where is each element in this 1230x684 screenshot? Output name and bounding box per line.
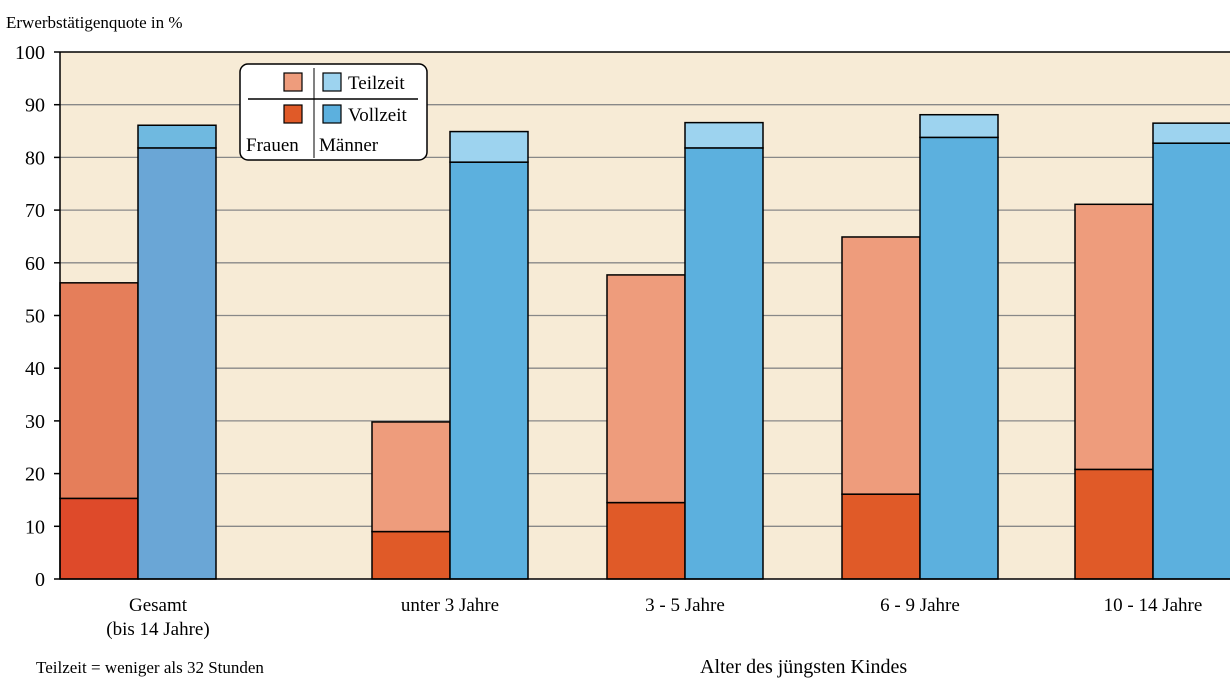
bar-gesamt-frauen-vollzeit (59, 497, 139, 580)
category-label-6-9: 6 - 9 Jahre (880, 595, 960, 616)
bar-3-5-maenner-teilzeit (684, 121, 764, 149)
y-tick-labels: 0 10 20 30 40 50 60 70 80 90 100 (15, 42, 60, 591)
bar-unter-3-maenner-vollzeit (449, 161, 529, 580)
bar-10-14-maenner-vollzeit (1152, 142, 1230, 580)
x-axis-label: Alter des jüngsten Kindes (700, 656, 908, 678)
bar-3-5-frauen-vollzeit (606, 501, 686, 580)
legend-label-vollzeit: Vollzeit (348, 105, 407, 126)
bar-10-14-frauen-vollzeit (1074, 468, 1154, 580)
bar-gesamt-maenner-teilzeit (137, 124, 217, 149)
footnote: Teilzeit = weniger als 32 Stunden (36, 658, 264, 677)
legend-label-maenner: Männer (319, 135, 379, 156)
bars (59, 113, 1230, 580)
y-tick-label-30: 30 (25, 411, 45, 433)
y-tick-label-10: 10 (25, 516, 45, 538)
bar-6-9-frauen-teilzeit (841, 236, 921, 495)
bar-unter-3-frauen-teilzeit (371, 421, 451, 533)
legend-label-frauen: Frauen (246, 135, 299, 156)
bar-10-14-frauen-teilzeit (1074, 203, 1154, 471)
y-tick-label-90: 90 (25, 95, 45, 117)
y-tick-label-80: 80 (25, 147, 45, 169)
bar-3-5-frauen-teilzeit (606, 274, 686, 504)
y-tick-label-50: 50 (25, 306, 45, 328)
legend-swatch-frauen-teilzeit (283, 72, 303, 92)
legend-swatch-maenner-vollzeit (322, 104, 342, 124)
legend: Teilzeit Vollzeit Frauen Männer (239, 63, 428, 161)
bar-6-9-maenner-vollzeit (919, 136, 999, 580)
category-label-gesamt-line2: (bis 14 Jahre) (106, 619, 210, 640)
y-tick-label-60: 60 (25, 253, 45, 275)
bar-gesamt-frauen-teilzeit (59, 282, 139, 500)
bar-6-9-frauen-vollzeit (841, 493, 921, 580)
y-tick-label-20: 20 (25, 464, 45, 486)
legend-swatch-frauen-vollzeit (283, 104, 303, 124)
y-tick-label-40: 40 (25, 358, 45, 380)
y-tick-label-70: 70 (25, 200, 45, 222)
legend-label-teilzeit: Teilzeit (348, 73, 405, 94)
y-tick-label-0: 0 (35, 569, 45, 591)
category-label-gesamt: Gesamt (bis 14 Jahre) (78, 594, 238, 642)
y-tick-label-100: 100 (15, 42, 45, 64)
bar-10-14-maenner-teilzeit (1152, 122, 1230, 144)
category-label-gesamt-line1: Gesamt (128, 595, 188, 616)
bar-3-5-maenner-vollzeit (684, 147, 764, 580)
category-label-unter-3: unter 3 Jahre (400, 595, 500, 616)
category-label-3-5: 3 - 5 Jahre (645, 595, 725, 616)
bar-6-9-maenner-teilzeit (919, 113, 999, 139)
y-axis-label: Erwerbstätigenquote in % (6, 13, 183, 32)
legend-swatch-maenner-teilzeit (322, 72, 342, 92)
bar-gesamt-maenner-vollzeit (137, 147, 217, 580)
bar-unter-3-maenner-teilzeit (449, 130, 529, 163)
category-label-10-14: 10 - 14 Jahre (1103, 595, 1203, 616)
bar-unter-3-frauen-vollzeit (371, 530, 451, 580)
